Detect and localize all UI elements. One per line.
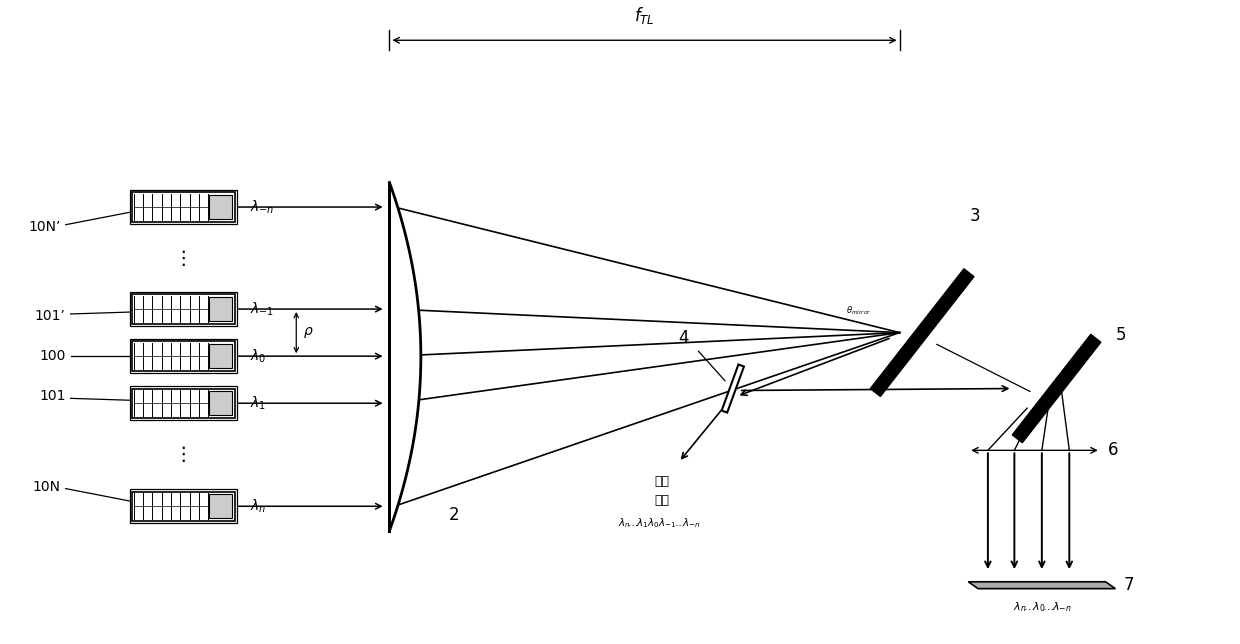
Text: $\theta_{mirror}$: $\theta_{mirror}$ xyxy=(846,305,872,317)
Text: $\lambda_n\!\ldots\!\lambda_0\!\ldots\!\lambda_{-n}$: $\lambda_n\!\ldots\!\lambda_0\!\ldots\!\… xyxy=(1013,600,1071,614)
Text: $\lambda_{-1}$: $\lambda_{-1}$ xyxy=(250,300,274,317)
Bar xyxy=(131,193,234,222)
Polygon shape xyxy=(968,582,1116,589)
Text: 5: 5 xyxy=(1116,326,1126,343)
Text: 10N: 10N xyxy=(32,480,61,494)
Bar xyxy=(130,292,237,326)
Bar xyxy=(210,195,232,219)
Text: 3: 3 xyxy=(970,207,980,225)
Bar xyxy=(130,190,237,224)
Bar xyxy=(210,392,232,415)
Bar xyxy=(130,339,237,373)
Text: 7: 7 xyxy=(1123,576,1133,594)
Bar xyxy=(131,388,234,418)
Polygon shape xyxy=(870,269,973,397)
Polygon shape xyxy=(389,182,420,531)
Text: $\lambda_n\!\ldots\!\lambda_1\lambda_0\lambda_{-1}\!\ldots\!\lambda_{-n}$: $\lambda_n\!\ldots\!\lambda_1\lambda_0\l… xyxy=(618,516,701,530)
Bar xyxy=(131,341,234,371)
Text: $\lambda_0$: $\lambda_0$ xyxy=(250,348,267,365)
Text: 100: 100 xyxy=(40,349,66,363)
Text: 输出: 输出 xyxy=(655,475,670,488)
Text: 2: 2 xyxy=(449,506,459,524)
Text: 101’: 101’ xyxy=(35,309,66,323)
Text: 6: 6 xyxy=(1107,441,1118,459)
Text: 光束: 光束 xyxy=(655,495,670,507)
Bar xyxy=(131,491,234,521)
Bar xyxy=(210,495,232,518)
Text: 101: 101 xyxy=(40,390,66,403)
Bar xyxy=(130,386,237,420)
Bar xyxy=(210,298,232,321)
Polygon shape xyxy=(1012,334,1101,442)
Text: $\lambda_1$: $\lambda_1$ xyxy=(250,395,267,412)
Text: 4: 4 xyxy=(678,328,689,346)
Bar xyxy=(210,345,232,368)
Text: ⋮: ⋮ xyxy=(174,445,193,464)
Text: $\rho$: $\rho$ xyxy=(303,325,314,340)
Bar xyxy=(130,489,237,523)
Text: $\lambda_n$: $\lambda_n$ xyxy=(250,498,267,515)
Text: $f_{TL}$: $f_{TL}$ xyxy=(634,5,655,26)
Text: ⋮: ⋮ xyxy=(174,249,193,267)
Text: 10N’: 10N’ xyxy=(29,220,61,234)
Polygon shape xyxy=(722,365,744,413)
Bar xyxy=(131,294,234,324)
Text: $\lambda_{-n}$: $\lambda_{-n}$ xyxy=(250,198,274,216)
